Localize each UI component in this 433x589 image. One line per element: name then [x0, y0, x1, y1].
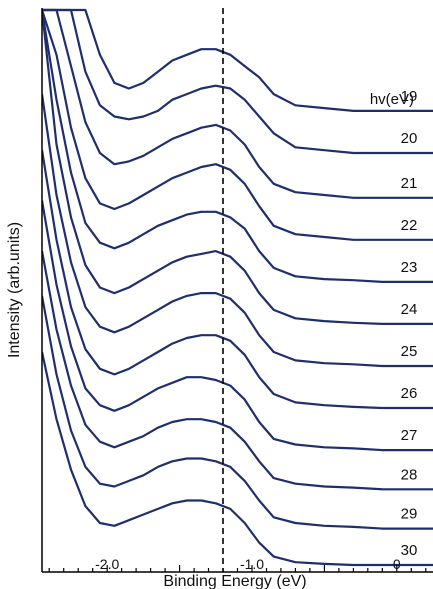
spectrum-trace-25 — [42, 93, 433, 368]
spectrum-trace-27 — [42, 200, 433, 452]
series-label-26: 26 — [401, 385, 418, 402]
spectrum-trace-21 — [42, 8, 433, 199]
spectrum-trace-19 — [42, 8, 433, 113]
series-label-22: 22 — [401, 217, 418, 234]
y-axis-label: Intensity (arb.units) — [6, 222, 23, 358]
spectrum-trace-23 — [42, 9, 433, 283]
spectrum-trace-30 — [42, 351, 433, 567]
series-label-21: 21 — [401, 175, 418, 192]
series-label-23: 23 — [401, 259, 418, 276]
x-tick-label: -2.0 — [95, 556, 119, 572]
spectrum-trace-29 — [42, 295, 433, 530]
spectrum-trace-24 — [42, 9, 433, 325]
series-label-29: 29 — [401, 506, 418, 523]
spectrum-trace-20 — [42, 8, 433, 155]
legend-title: hv(eV) — [370, 91, 414, 108]
series-label-20: 20 — [401, 130, 418, 147]
spectra-traces — [42, 8, 433, 567]
x-tick-label: -1.0 — [240, 556, 264, 572]
spectrum-trace-28 — [42, 250, 433, 491]
spectrum-trace-22 — [42, 9, 433, 241]
photon-energy-labels: 19 20 21 22 23 24 25 26 27 28 29 30 — [401, 88, 418, 559]
x-axis-label: Binding Energy (eV) — [163, 573, 306, 589]
series-label-24: 24 — [401, 301, 418, 318]
series-label-28: 28 — [401, 466, 418, 483]
spectrum-trace-26 — [42, 150, 433, 410]
series-label-19: 19 — [401, 88, 418, 105]
series-label-27: 27 — [401, 427, 418, 444]
x-axis-ticks: -2.0 -1.0 0 — [48, 556, 427, 572]
x-tick-label: 0 — [393, 556, 401, 572]
series-label-25: 25 — [401, 343, 418, 360]
series-label-30: 30 — [401, 542, 418, 559]
